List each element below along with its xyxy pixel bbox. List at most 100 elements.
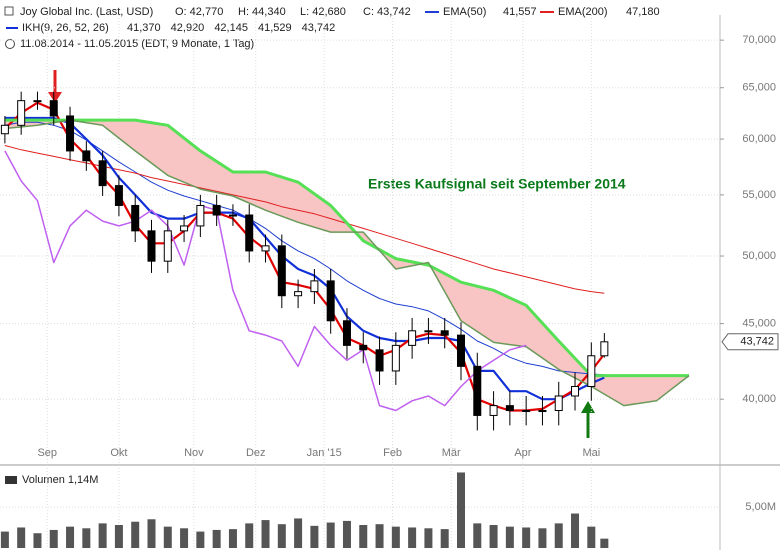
candle-body <box>261 245 270 252</box>
volume-bar <box>538 528 547 548</box>
candle-body <box>310 280 319 293</box>
volume-bar <box>212 529 221 548</box>
volume-bar <box>375 524 384 548</box>
candle-body <box>391 344 400 372</box>
legend-value: 41,529 <box>258 22 292 34</box>
ohlc-close: C: 43,742 <box>363 6 411 18</box>
x-tick-label: Apr <box>514 447 531 459</box>
legend-value: 41,370 <box>127 22 161 34</box>
x-tick-label: Mai <box>582 447 600 459</box>
candle-body <box>294 291 303 297</box>
volume-bar <box>17 527 26 548</box>
volume-bar <box>277 524 286 548</box>
volume-bar <box>456 472 465 548</box>
candle-body <box>82 150 91 162</box>
clock-icon <box>5 39 15 49</box>
candle-body <box>66 115 75 152</box>
volume-bar <box>310 525 319 548</box>
ema-line <box>4 121 605 376</box>
candle-body <box>538 410 547 413</box>
date-range: 11.08.2014 - 11.05.2015 (EDT, 9 Monate, … <box>20 38 254 50</box>
volume-bar <box>473 523 482 548</box>
volume-bar <box>114 525 123 548</box>
ikh-line <box>4 118 689 378</box>
legend-label: IKH(9, 26, 52, 26) <box>22 22 109 34</box>
candle-body <box>0 124 9 135</box>
y-tick-label: 5,00M <box>745 501 776 513</box>
volume-title: Volumen 1,14M <box>22 474 98 486</box>
volume-bar <box>600 538 609 548</box>
candle-body <box>114 185 123 206</box>
candle-body <box>342 320 351 346</box>
candle-body <box>505 405 514 412</box>
price-tag-label: 43,742 <box>740 336 774 348</box>
candle-body <box>180 225 189 232</box>
volume-bar <box>261 520 270 548</box>
candle-body <box>326 280 335 322</box>
ohlc-low: L: 42,680 <box>300 6 346 18</box>
symbol-icon <box>4 6 14 16</box>
candle-body <box>473 365 482 416</box>
candle-body <box>375 349 384 372</box>
legend-value: 42,145 <box>214 22 248 34</box>
legend-value: 47,180 <box>626 6 660 18</box>
candle-body <box>228 214 237 217</box>
y-tick-label: 60,000 <box>742 133 776 145</box>
ikh-line <box>4 116 605 401</box>
volume-bar <box>245 523 254 548</box>
buy-arrow <box>581 401 595 438</box>
volume-bar <box>294 518 303 548</box>
y-tick-label: 55,000 <box>742 189 776 201</box>
candle-body <box>456 334 465 367</box>
volume-bar <box>587 526 596 548</box>
volume-bar <box>180 528 189 548</box>
legend-label: EMA(50) <box>443 6 486 18</box>
legend-value: 41,557 <box>503 6 537 18</box>
candle-body <box>554 395 563 412</box>
volume-bar <box>440 529 449 548</box>
candle-body <box>212 204 221 216</box>
ohlc-high: H: 44,340 <box>238 6 286 18</box>
volume-bar <box>522 527 531 548</box>
y-tick-label: 70,000 <box>742 34 776 46</box>
volume-bar <box>554 523 563 548</box>
volume-bar <box>49 529 58 548</box>
volume-bar <box>33 533 42 548</box>
volume-bar <box>489 525 498 548</box>
candle-body <box>424 330 433 333</box>
y-tick-label: 45,000 <box>742 318 776 330</box>
candle-body <box>196 204 205 227</box>
volume-bar <box>196 531 205 548</box>
candle-body <box>49 100 58 117</box>
ikh-cloud <box>4 120 690 406</box>
x-tick-label: Dez <box>246 447 266 459</box>
candle-body <box>440 330 449 336</box>
candle-body <box>33 100 42 103</box>
volume-bar <box>131 521 140 548</box>
x-tick-label: Feb <box>383 447 402 459</box>
x-tick-label: Nov <box>184 447 204 459</box>
volume-bar <box>0 531 9 548</box>
sell-arrow <box>48 70 62 103</box>
x-tick-label: Sep <box>37 447 57 459</box>
x-tick-label: Okt <box>110 447 127 459</box>
volume-icon <box>5 476 17 484</box>
chart-title: Joy Global Inc. (Last, USD) <box>20 6 153 18</box>
volume-bar <box>66 526 75 548</box>
volume-bar <box>391 526 400 548</box>
volume-bar <box>571 513 580 548</box>
candle-body <box>359 344 368 351</box>
candle-body <box>17 100 26 126</box>
volume-bar <box>424 528 433 548</box>
legend-value: 43,742 <box>302 22 336 34</box>
legend-label: EMA(200) <box>558 6 608 18</box>
price-tag <box>721 333 779 351</box>
candle-body <box>408 330 417 346</box>
y-tick-label: 65,000 <box>742 82 776 94</box>
volume-bar <box>326 522 335 548</box>
volume-bar <box>163 526 172 548</box>
candle-body <box>131 204 140 232</box>
candle-body <box>600 341 609 357</box>
